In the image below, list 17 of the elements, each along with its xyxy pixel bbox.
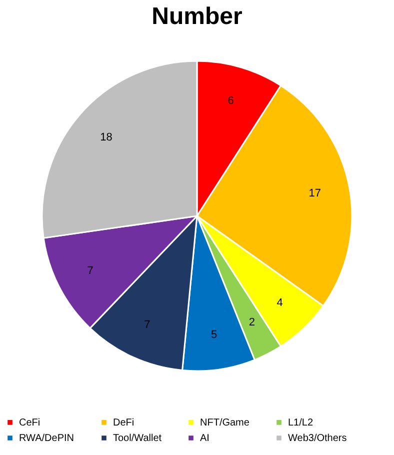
legend-label: Web3/Others bbox=[288, 433, 347, 444]
data-label: 6 bbox=[228, 94, 234, 107]
data-label: 2 bbox=[248, 316, 256, 329]
data-label: 5 bbox=[211, 328, 218, 341]
legend-label: RWA/DePIN bbox=[19, 433, 74, 444]
data-label: 7 bbox=[144, 319, 150, 332]
legend-label: DeFi bbox=[113, 417, 134, 428]
legend-label: AI bbox=[200, 433, 210, 444]
data-label: 7 bbox=[87, 264, 94, 277]
legend-label: Tool/Wallet bbox=[113, 433, 162, 444]
legend-label: NFT/Game bbox=[200, 417, 250, 428]
data-label: 18 bbox=[100, 131, 112, 144]
legend-label: L1/L2 bbox=[288, 417, 314, 428]
data-label: 17 bbox=[308, 187, 321, 200]
data-label: 4 bbox=[276, 296, 283, 309]
chart-title: Number bbox=[152, 3, 242, 30]
legend-label: CeFi bbox=[19, 417, 40, 428]
